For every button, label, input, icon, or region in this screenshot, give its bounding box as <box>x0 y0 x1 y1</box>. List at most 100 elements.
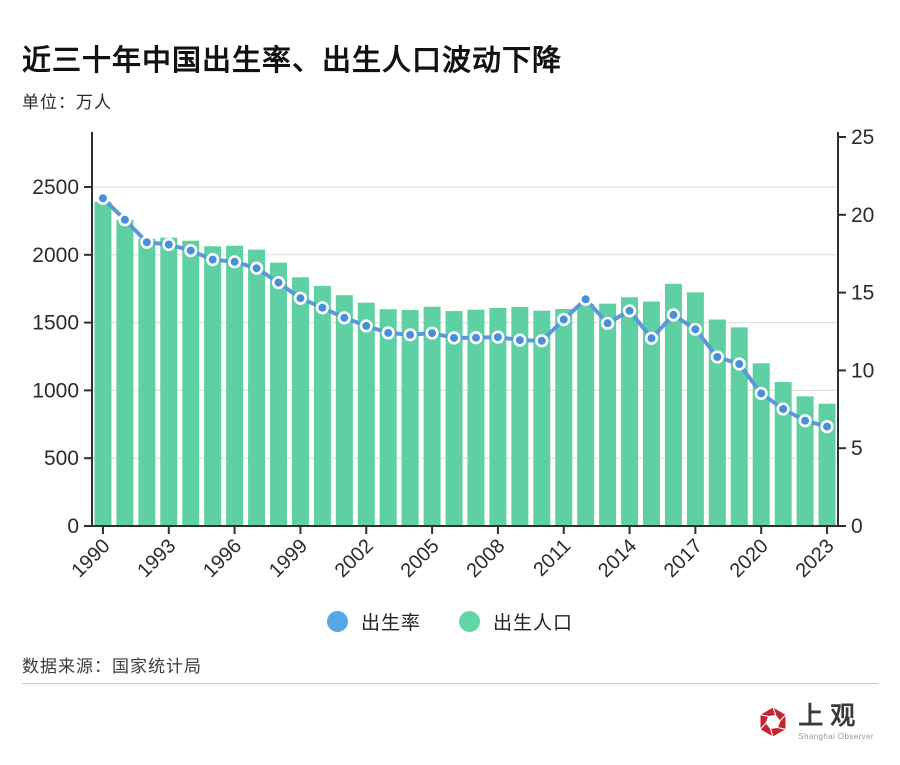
bar-2019 <box>730 327 748 526</box>
marker-2015 <box>644 331 659 345</box>
legend-dot-birth-population-icon <box>459 610 480 632</box>
logo-text-block: 上观 Shanghai Observer <box>798 702 874 741</box>
bar-1994 <box>182 240 200 526</box>
x-tick-2023: 2023 <box>792 535 839 582</box>
bar-2012 <box>577 304 595 526</box>
y-left-tick-2500: 2500 <box>32 176 79 199</box>
legend-item-birth-population: 出生人口 <box>459 608 573 635</box>
bar-2015 <box>643 301 660 526</box>
chart-title: 近三十年中国出生率、出生人口波动下降 <box>22 45 563 78</box>
bar-1990 <box>94 201 112 526</box>
bar-2009 <box>511 307 529 526</box>
marker-2006 <box>447 331 461 345</box>
legend-label-birth-population: 出生人口 <box>493 612 574 634</box>
bar-1997 <box>248 249 266 526</box>
legend-label-birth-rate: 出生率 <box>360 612 421 634</box>
x-tick-2008: 2008 <box>462 535 509 582</box>
legend-item-birth-rate: 出生率 <box>326 608 421 635</box>
footer-divider <box>22 683 878 684</box>
birth-rate-markers <box>96 191 834 434</box>
marker-2016 <box>666 308 681 322</box>
bar-1991 <box>116 219 134 527</box>
marker-1991 <box>118 213 132 227</box>
marker-1993 <box>162 237 176 252</box>
legend-dot-birth-rate-icon <box>326 610 348 632</box>
y-left-tick-1500: 1500 <box>32 312 79 335</box>
marker-1999 <box>293 291 308 305</box>
marker-2001 <box>337 311 351 325</box>
marker-2017 <box>688 322 702 336</box>
bar-2007 <box>467 309 485 526</box>
logo-text: 上观 <box>798 702 863 730</box>
bar-2003 <box>379 309 397 526</box>
logo-subtext: Shanghai Observer <box>798 731 874 741</box>
y-right-tick-5: 5 <box>851 437 863 460</box>
bar-1993 <box>160 237 178 526</box>
birth-population-bars <box>94 201 836 527</box>
marker-2002 <box>359 319 373 333</box>
y-right-tick-20: 20 <box>851 204 874 227</box>
marker-2007 <box>469 331 483 345</box>
y-left-tick-1000: 1000 <box>32 379 79 402</box>
bar-2005 <box>423 306 441 526</box>
chart-legend: 出生率 出生人口 <box>0 603 900 639</box>
marker-2023 <box>820 420 834 434</box>
marker-1990 <box>96 191 110 205</box>
bar-2002 <box>357 302 375 526</box>
bar-2006 <box>445 311 463 526</box>
bar-1998 <box>270 262 287 526</box>
x-tick-1999: 1999 <box>265 535 312 582</box>
bar-2016 <box>664 283 682 526</box>
marker-2014 <box>622 304 637 318</box>
marker-1992 <box>140 235 154 249</box>
shanghai-observer-logo-icon <box>758 706 788 738</box>
bar-2022 <box>796 396 814 526</box>
x-tick-1993: 1993 <box>133 535 180 582</box>
x-tick-1990: 1990 <box>67 535 114 582</box>
y-left-tick-0: 0 <box>67 515 79 538</box>
birth-rate-line <box>100 196 830 429</box>
marker-2013 <box>601 316 615 330</box>
bar-2008 <box>489 307 507 526</box>
marker-2000 <box>315 301 329 315</box>
bar-2011 <box>555 309 573 526</box>
marker-2022 <box>798 414 812 428</box>
bar-2017 <box>686 292 704 526</box>
y-axis-right: 0 5 10 15 20 25 <box>838 126 874 538</box>
y-left-tick-500: 500 <box>44 447 79 470</box>
y-right-tick-0: 0 <box>851 515 863 538</box>
marker-2009 <box>513 333 527 347</box>
marker-2010 <box>535 334 549 348</box>
marker-1996 <box>228 255 242 269</box>
x-axis: 1990 1993 1996 1999 2002 2005 2008 2011 2014 2017… <box>67 526 839 582</box>
y-right-tick-25: 25 <box>851 126 874 149</box>
bar-1995 <box>204 246 222 526</box>
shanghai-observer-branding: 上观 Shanghai Observer <box>757 700 874 744</box>
gridlines <box>92 186 838 459</box>
y-right-tick-10: 10 <box>851 359 874 382</box>
bar-1992 <box>138 238 156 526</box>
unit-label: 单位：万人 <box>22 93 112 112</box>
x-tick-2002: 2002 <box>331 535 378 582</box>
bar-2018 <box>708 319 726 526</box>
marker-2011 <box>557 312 571 327</box>
bar-2021 <box>774 381 792 526</box>
x-tick-2005: 2005 <box>397 535 444 582</box>
marker-2020 <box>754 386 768 401</box>
marker-1998 <box>271 276 286 290</box>
data-source-text: 数据来源：国家统计局 <box>22 657 202 676</box>
x-tick-1996: 1996 <box>199 535 246 582</box>
y-axis-left: 0 500 1000 1500 2000 2500 <box>32 176 92 538</box>
marker-1995 <box>206 253 220 267</box>
bar-1999 <box>291 277 309 526</box>
x-tick-2014: 2014 <box>594 535 641 582</box>
axes <box>91 132 839 527</box>
marker-2019 <box>732 357 746 371</box>
marker-1994 <box>184 244 198 258</box>
bar-2020 <box>752 363 770 526</box>
marker-2018 <box>710 350 724 364</box>
marker-2008 <box>491 330 505 344</box>
marker-2003 <box>381 326 395 340</box>
